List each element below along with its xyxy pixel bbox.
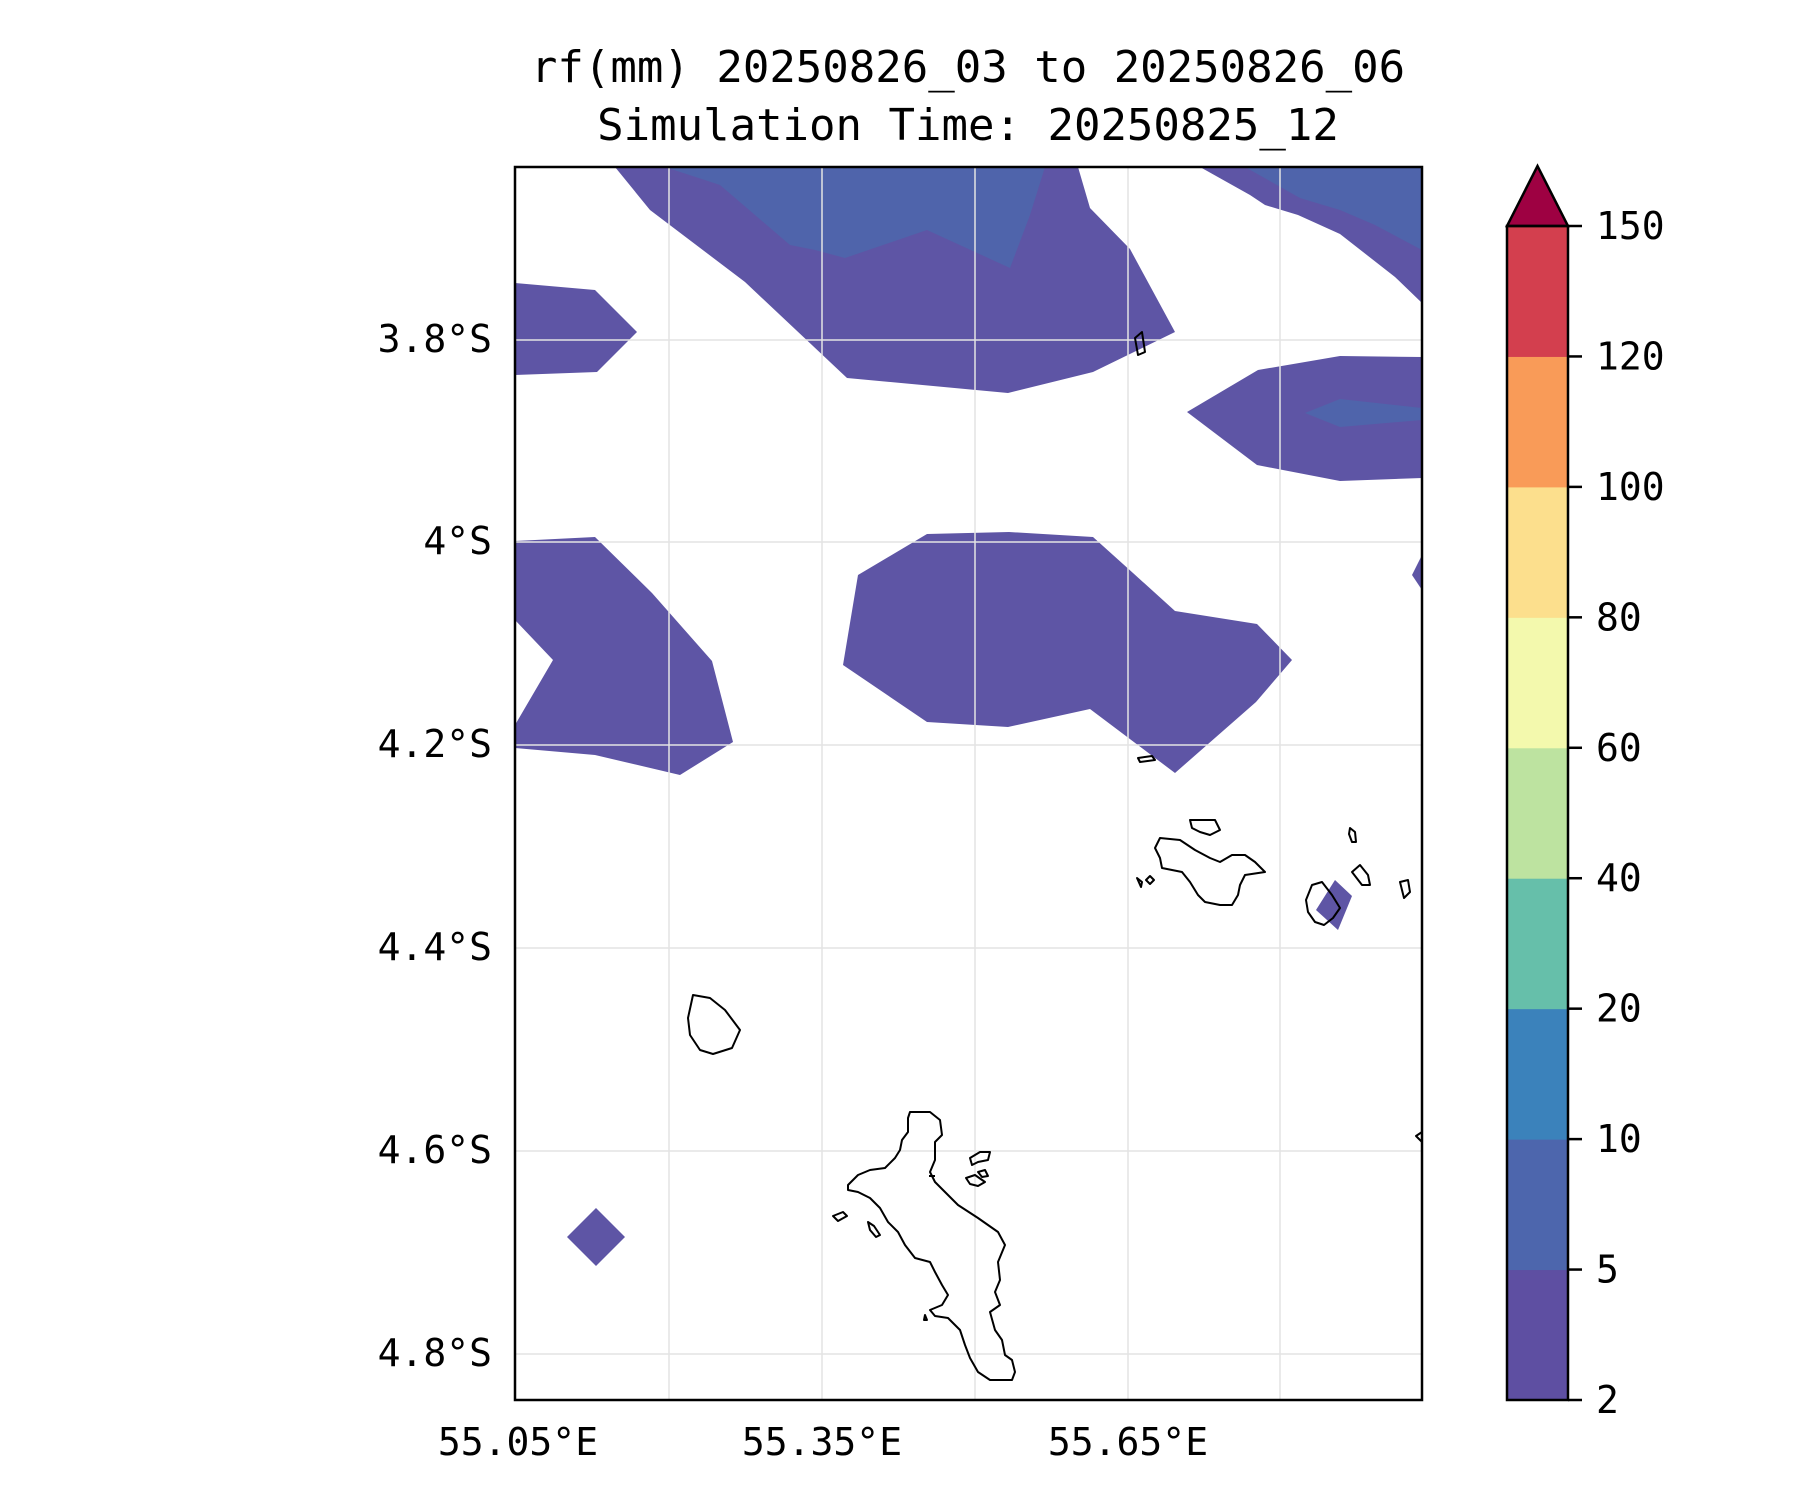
lon-label: 55.65°E — [1048, 1420, 1208, 1464]
colorbar-tick-label: 150 — [1596, 204, 1665, 248]
colorbar-band — [1507, 1139, 1568, 1271]
rain-area-center — [843, 532, 1292, 773]
rainfall-contours-5-10 — [665, 167, 1422, 427]
islet-tiny-south — [923, 1314, 928, 1321]
map-frame — [513, 165, 1424, 1402]
la-digue-island — [1305, 881, 1341, 926]
islet-therese — [832, 1211, 848, 1222]
title-line-1: rf(mm) 20250826_03 to 20250826_06 — [531, 42, 1405, 93]
colorbar-tick-label: 10 — [1596, 1117, 1642, 1161]
islet-round — [977, 1169, 989, 1178]
colorbar-band — [1507, 226, 1568, 357]
rain-area-top-center — [615, 167, 1175, 393]
islet-ste-anne — [969, 1151, 991, 1166]
gridlines — [515, 167, 1422, 1400]
islet-center — [1137, 755, 1156, 763]
islet-felicite-north — [1348, 827, 1357, 843]
rain-core-top-right — [1245, 167, 1422, 250]
lon-label: 55.35°E — [742, 1420, 902, 1464]
lat-label: 3.8°S — [378, 317, 492, 361]
islet-cousin — [1145, 875, 1155, 885]
mahe-island — [847, 1111, 1016, 1381]
colorbar-tick-label: 100 — [1596, 465, 1665, 509]
islet-north — [1134, 331, 1146, 356]
colorbar-frame — [1505, 224, 1570, 1402]
coastlines — [687, 331, 1423, 1381]
islet-cerf — [965, 1174, 986, 1187]
colorbar: 2 5 10 20 40 60 80 100 120 150 — [1504, 163, 1665, 1422]
lat-label: 4°S — [423, 519, 492, 563]
rain-core-top-center — [665, 167, 1045, 268]
rain-core-right-middle — [1305, 399, 1422, 427]
lat-label: 4.6°S — [378, 1128, 492, 1172]
felicite-island — [1351, 864, 1371, 886]
islet-conception — [867, 1221, 881, 1238]
colorbar-tick-label: 20 — [1596, 987, 1642, 1031]
colorbar-band — [1507, 1269, 1568, 1401]
map-panel: 3.8°S 4°S 4.2°S 4.4°S 4.6°S 4.8°S 55.05°… — [378, 165, 1424, 1464]
longitude-labels: 55.05°E 55.35°E 55.65°E — [438, 1420, 1208, 1464]
lat-label: 4.2°S — [378, 722, 492, 766]
colorbar-bands — [1507, 226, 1568, 1401]
colorbar-tick-label: 5 — [1596, 1248, 1619, 1292]
rain-area-left-upper — [515, 283, 637, 375]
colorbar-tick-label: 80 — [1596, 595, 1642, 639]
colorbar-tick-label: 60 — [1596, 726, 1642, 770]
colorbar-band — [1507, 356, 1568, 488]
lon-label: 55.05°E — [438, 1420, 598, 1464]
praslin-island — [1154, 837, 1266, 906]
colorbar-tick-label: 2 — [1596, 1378, 1619, 1422]
colorbar-ticks: 2 5 10 20 40 60 80 100 120 150 — [1568, 204, 1665, 1422]
colorbar-band — [1507, 617, 1568, 749]
colorbar-band — [1507, 1008, 1568, 1140]
latitude-labels: 3.8°S 4°S 4.2°S 4.4°S 4.6°S 4.8°S — [378, 317, 492, 1375]
islet-praslin-west — [1136, 877, 1143, 888]
colorbar-tick-label: 40 — [1596, 856, 1642, 900]
lat-label: 4.8°S — [378, 1331, 492, 1375]
colorbar-band — [1507, 747, 1568, 879]
silhouette-island — [687, 994, 741, 1055]
lat-label: 4.4°S — [378, 925, 492, 969]
curieuse-island — [1189, 819, 1221, 836]
rain-area-left-middle — [515, 537, 733, 775]
colorbar-tick-label: 120 — [1596, 334, 1665, 378]
rain-spot-east — [1316, 880, 1352, 930]
rain-area-right-middle — [1187, 356, 1422, 481]
islet-marianne — [1399, 879, 1411, 899]
colorbar-band — [1507, 878, 1568, 1010]
title-line-2: Simulation Time: 20250825_12 — [597, 100, 1339, 151]
rain-area-right-edge — [1412, 555, 1422, 590]
rain-spot-southwest — [567, 1208, 625, 1266]
colorbar-band — [1507, 486, 1568, 618]
colorbar-extend-arrow — [1504, 163, 1571, 228]
islet-east-edge — [1415, 1131, 1423, 1143]
